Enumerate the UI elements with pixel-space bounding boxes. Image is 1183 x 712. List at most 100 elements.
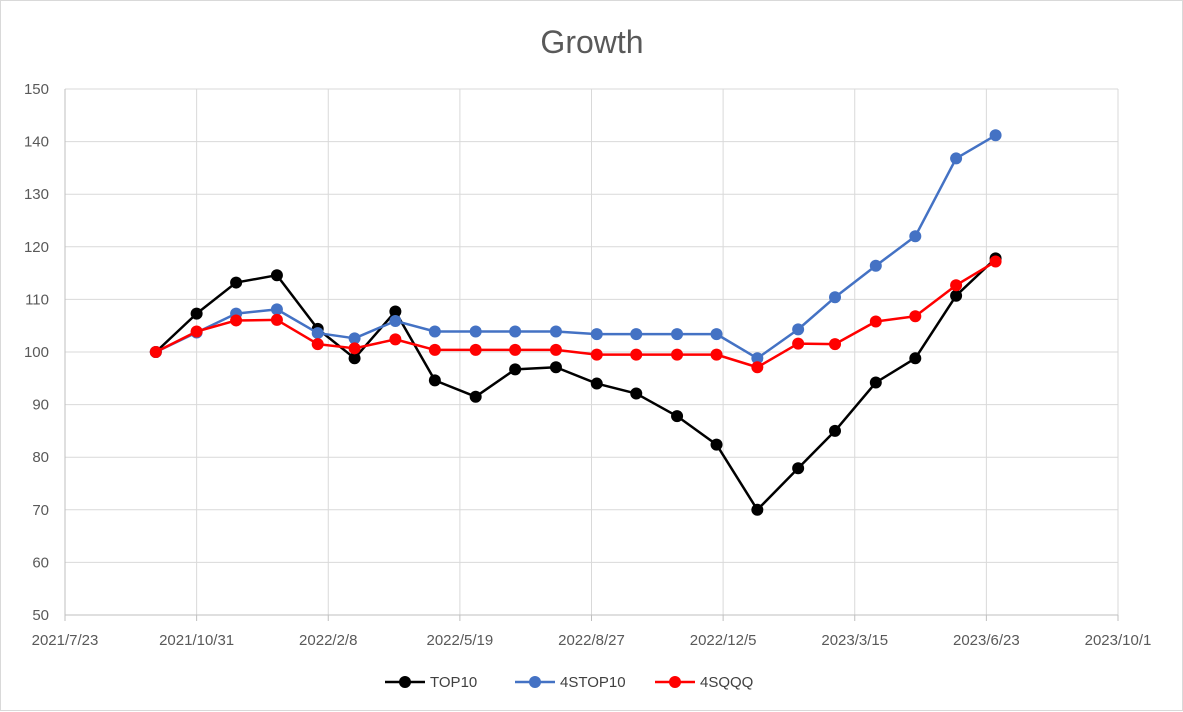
data-point	[590, 348, 603, 361]
x-tick-label: 2022/5/19	[427, 632, 494, 649]
data-point	[149, 346, 162, 358]
data-point	[829, 338, 842, 351]
data-point	[469, 390, 482, 403]
data-point	[909, 310, 922, 323]
data-point	[190, 307, 203, 320]
data-point	[590, 377, 603, 390]
x-tick-label: 2022/8/27	[558, 632, 625, 649]
legend-label: 4SQQQ	[700, 674, 753, 691]
series-line	[155, 260, 997, 369]
y-tick-label: 50	[32, 607, 49, 624]
data-point	[469, 343, 482, 356]
data-point	[909, 352, 922, 365]
data-point	[829, 291, 842, 304]
y-tick-label: 110	[25, 291, 49, 308]
legend-swatch-marker	[399, 676, 411, 688]
data-point	[509, 343, 522, 356]
x-tick-label: 2023/6/23	[953, 632, 1020, 649]
y-tick-label: 130	[24, 186, 49, 203]
data-point	[270, 269, 283, 282]
data-point	[989, 255, 1002, 268]
data-point	[950, 289, 963, 302]
data-point	[671, 410, 684, 423]
legend-item-top10: TOP10	[385, 674, 477, 691]
data-point	[428, 343, 441, 356]
data-point	[751, 352, 764, 365]
data-point	[989, 129, 1002, 142]
data-point	[270, 303, 283, 316]
series-lines	[149, 129, 1002, 516]
data-point	[751, 503, 764, 516]
x-tick-label: 2022/2/8	[299, 632, 357, 649]
chart-title: Growth	[540, 24, 643, 60]
data-point	[630, 387, 643, 400]
data-point	[751, 361, 764, 374]
data-point	[428, 374, 441, 387]
series-line	[155, 134, 997, 360]
data-point	[950, 152, 963, 165]
y-tick-label: 140	[24, 134, 49, 151]
legend-label: 4STOP10	[560, 674, 626, 691]
data-point	[230, 276, 243, 289]
series-line	[154, 257, 997, 512]
data-point	[710, 348, 723, 361]
y-tick-label: 120	[24, 239, 49, 256]
data-point	[950, 279, 963, 292]
y-tick-label: 100	[24, 344, 49, 361]
data-point	[869, 376, 882, 389]
data-point	[190, 325, 203, 338]
legend-swatch-marker	[669, 676, 681, 688]
data-point	[469, 325, 482, 338]
data-point	[230, 314, 243, 327]
data-point	[389, 314, 402, 327]
data-point	[348, 332, 361, 345]
data-point	[869, 259, 882, 272]
data-point	[509, 325, 522, 338]
data-point	[792, 462, 805, 475]
x-tick-label: 2023/3/15	[821, 632, 888, 649]
y-tick-label: 150	[24, 81, 49, 98]
y-tick-label: 60	[32, 554, 49, 571]
legend-label: TOP10	[430, 674, 477, 691]
legend-item-4sqqq: 4SQQQ	[655, 674, 753, 691]
legend: TOP10 4STOP10 4SQQQ	[385, 674, 753, 691]
legend-swatch-marker	[529, 676, 541, 688]
data-point	[311, 327, 324, 340]
data-point	[829, 424, 842, 437]
data-point	[311, 338, 324, 351]
data-point	[869, 315, 882, 328]
data-point	[389, 333, 402, 346]
data-point	[348, 352, 361, 365]
x-tick-label: 2021/10/31	[159, 632, 234, 649]
y-tick-label: 70	[32, 502, 49, 519]
data-point	[549, 325, 562, 338]
data-point	[549, 361, 562, 374]
data-point	[549, 343, 562, 356]
data-point	[389, 305, 402, 318]
data-point	[671, 348, 684, 361]
data-point	[792, 323, 805, 336]
data-point	[590, 328, 603, 341]
legend-item-4stop10: 4STOP10	[515, 674, 626, 691]
data-point	[710, 328, 723, 341]
x-tick-label: 2023/10/1	[1085, 632, 1152, 649]
data-point	[630, 328, 643, 341]
data-point	[509, 363, 522, 376]
data-point	[792, 337, 805, 350]
series-4sqqq	[149, 255, 1002, 374]
data-point	[348, 342, 361, 355]
y-tick-label: 80	[32, 449, 49, 466]
data-point	[710, 438, 723, 451]
data-point	[428, 325, 441, 338]
data-point	[270, 313, 283, 326]
data-point	[671, 328, 684, 341]
data-point	[630, 348, 643, 361]
series-top10	[149, 252, 1002, 516]
axes: 50 60 70 80 90 100 110 120 130 140 150 2021/7/23 202…	[24, 81, 1151, 649]
y-tick-label: 90	[32, 397, 49, 414]
x-tick-label: 2021/7/23	[32, 632, 99, 649]
data-point	[909, 230, 922, 243]
x-tick-label: 2022/12/5	[690, 632, 757, 649]
